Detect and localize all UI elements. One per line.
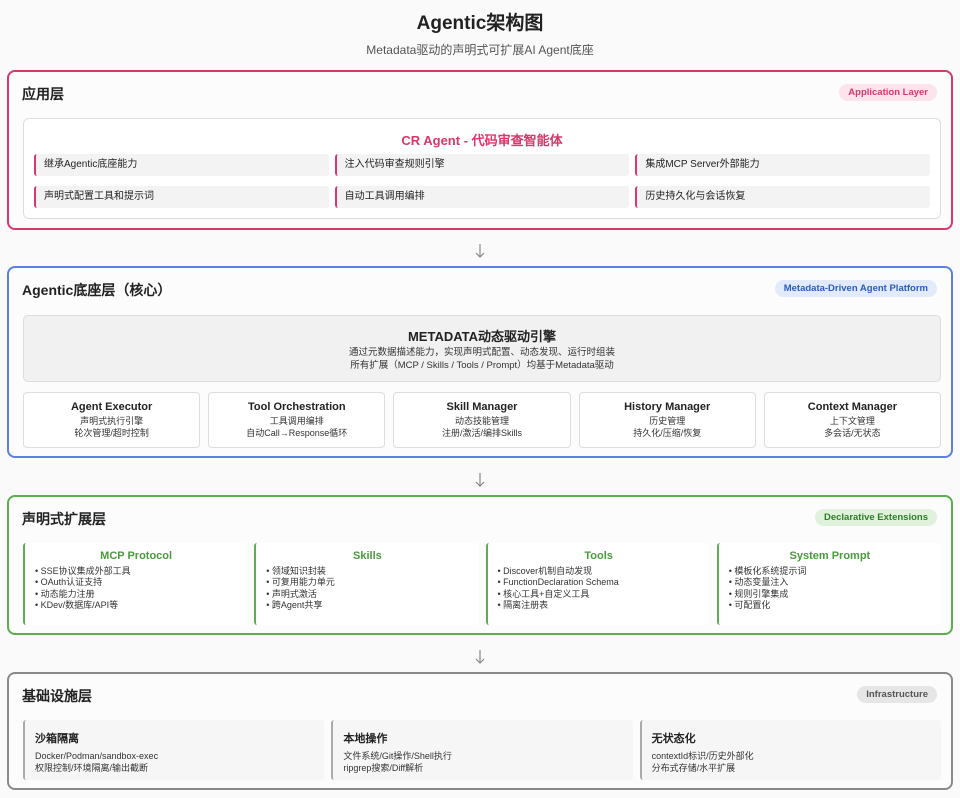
engine-title: METADATA动态驱动引擎: [407, 329, 557, 344]
card-line: ripgrep搜索/Diff解析: [343, 762, 424, 773]
extension-card: Skills 领域知识封装可复用能力单元声明式激活跨Agent共享: [254, 543, 479, 625]
module-title: Agent Executor: [70, 401, 153, 413]
card-line: 文件系统/Git操作/Shell执行: [343, 751, 452, 761]
module-title: Skill Manager: [446, 401, 518, 413]
card-item: 规则引擎集成: [729, 589, 931, 600]
card-item: 动态变量注入: [729, 577, 931, 588]
layer-title: 基础设施层: [22, 688, 92, 704]
layer: 基础设施层 Infrastructure 沙箱隔离 Docker/Podman/san…: [7, 672, 953, 790]
card-item: 模板化系统提示词: [729, 566, 931, 577]
card-item: 跨Agent共享: [266, 600, 468, 611]
module: Skill Manager 动态技能管理 注册/激活/编排Skills: [393, 392, 571, 448]
layer-badge: Infrastructure: [857, 686, 937, 703]
module-line: 轮次管理/超时控制: [74, 427, 149, 438]
layer-badge: Application Layer: [839, 84, 937, 101]
module-row: Agent Executor 声明式执行引擎 轮次管理/超时控制 Tool Orche…: [23, 392, 942, 448]
module-title: Context Manager: [807, 401, 898, 413]
feature-item: 历史持久化与会话恢复: [635, 186, 930, 208]
subtitle: Metadata驱动的声明式可扩展AI Agent底座: [366, 43, 594, 57]
feature-item: 自动工具调用编排: [334, 186, 630, 208]
module: Tool Orchestration 工具调用编排 自动Call→Response循…: [208, 392, 386, 448]
title: Agentic架构图: [416, 13, 544, 34]
module: Agent Executor 声明式执行引擎 轮次管理/超时控制: [23, 392, 201, 448]
module-line: 上下文管理: [829, 416, 875, 426]
engine-line: 所有扩展（MCP / Skills / Tools / Prompt）均基于Me…: [350, 360, 614, 371]
card-title: 沙箱隔离: [35, 733, 79, 745]
card-line: 分布式存储/水平扩展: [651, 762, 736, 773]
infra-card: 本地操作文件系统/Git操作/Shell执行 ripgrep搜索/Diff解析: [331, 720, 633, 780]
panel-title: CR Agent - 代码审查智能体: [401, 133, 563, 148]
engine-box: METADATA动态驱动引擎通过元数据描述能力，实现声明式配置、动态发现、运行时…: [23, 315, 941, 382]
card-title: MCP Protocol: [100, 550, 173, 562]
module: Context Manager 上下文管理 多会话/无状态: [763, 392, 942, 448]
feature-item: 声明式配置工具和提示词: [34, 186, 329, 208]
layer-badge: Declarative Extensions: [814, 509, 937, 526]
card-title: Tools: [584, 550, 613, 562]
card-item: 声明式激活: [266, 589, 468, 600]
card-row: MCP Protocol SSE协议集成外部工具OAuth认证支持动态能力注册KD…: [23, 543, 941, 625]
card-item: OAuth认证支持: [35, 577, 237, 588]
module-line: 动态技能管理: [455, 416, 510, 426]
card-title: System Prompt: [789, 550, 871, 562]
feature-item: 继承Agentic底座能力: [34, 154, 329, 176]
engine-line: 通过元数据描述能力，实现声明式配置、动态发现、运行时组装: [348, 347, 615, 358]
module-line: 多会话/无状态: [824, 427, 881, 438]
card-item: FunctionDeclaration Schema: [498, 577, 700, 588]
module-line: 历史管理: [649, 416, 686, 426]
card-item: 可配置化: [729, 600, 931, 611]
arrow: [475, 473, 485, 487]
card-item: 隔离注册表: [498, 600, 700, 611]
extension-card: System Prompt 模板化系统提示词动态变量注入规则引擎集成可配置化: [716, 543, 941, 625]
extension-card: MCP Protocol SSE协议集成外部工具OAuth认证支持动态能力注册KD…: [23, 543, 248, 625]
module-line: 声明式执行引擎: [80, 416, 144, 426]
feature-item: 注入代码审查规则引擎: [334, 154, 630, 176]
module-line: 注册/激活/编排Skills: [442, 427, 523, 438]
layer-title: Agentic底座层（核心）: [22, 282, 172, 298]
module-title: Tool Orchestration: [248, 401, 346, 413]
card-item: Discover机制自动发现: [498, 566, 700, 577]
layer: Agentic底座层（核心） Metadata-Driven Agent Plat…: [7, 266, 953, 458]
layer-badge: Metadata-Driven Agent Platform: [774, 280, 937, 297]
layer: 声明式扩展层 Declarative Extensions MCP Protocol…: [7, 495, 953, 635]
arrow: [475, 244, 485, 258]
card-item: 可复用能力单元: [266, 577, 468, 588]
card-title: 本地操作: [343, 733, 388, 745]
module-line: 持久化/压缩/恢复: [633, 427, 702, 438]
arrow: [475, 650, 485, 664]
layer: 应用层 Application Layer CR Agent - 代码审查智能体继承…: [7, 70, 953, 230]
card-title: Skills: [353, 550, 382, 562]
feature-item: 集成MCP Server外部能力: [635, 154, 930, 176]
module-title: History Manager: [624, 401, 711, 413]
extension-card: Tools Discover机制自动发现FunctionDeclaration S…: [485, 543, 710, 625]
layer-title: 应用层: [22, 86, 64, 102]
card-row: 沙箱隔离 Docker/Podman/sandbox-exec 权限控制/环境隔离/…: [23, 720, 941, 780]
card-line: contextId标识/历史外部化: [651, 751, 754, 761]
module: History Manager 历史管理 持久化/压缩/恢复: [578, 392, 756, 448]
card-item: 核心工具+自定义工具: [498, 589, 700, 600]
card-item: KDev/数据库/API等: [35, 600, 237, 611]
panel-items: 继承Agentic底座能力 注入代码审查规则引擎 集成MCP Server外部能力声…: [34, 154, 930, 208]
card-item: 动态能力注册: [35, 589, 237, 600]
infra-card: 沙箱隔离 Docker/Podman/sandbox-exec 权限控制/环境隔离/…: [23, 720, 325, 780]
infra-card: 无状态化 contextId标识/历史外部化 分布式存储/水平扩展: [639, 720, 941, 780]
card-title: 无状态化: [651, 733, 696, 745]
card-line: Docker/Podman/sandbox-exec: [35, 751, 159, 761]
module-line: 工具调用编排: [269, 416, 324, 426]
card-line: 权限控制/环境隔离/输出截断: [35, 762, 149, 773]
agent-panel: CR Agent - 代码审查智能体继承Agentic底座能力 注入代码审查规则引…: [23, 118, 941, 219]
card-item: 领域知识封装: [266, 566, 468, 577]
layer-title: 声明式扩展层: [22, 511, 106, 527]
module-line: 自动Call→Response循环: [246, 427, 348, 438]
card-item: SSE协议集成外部工具: [35, 566, 237, 577]
